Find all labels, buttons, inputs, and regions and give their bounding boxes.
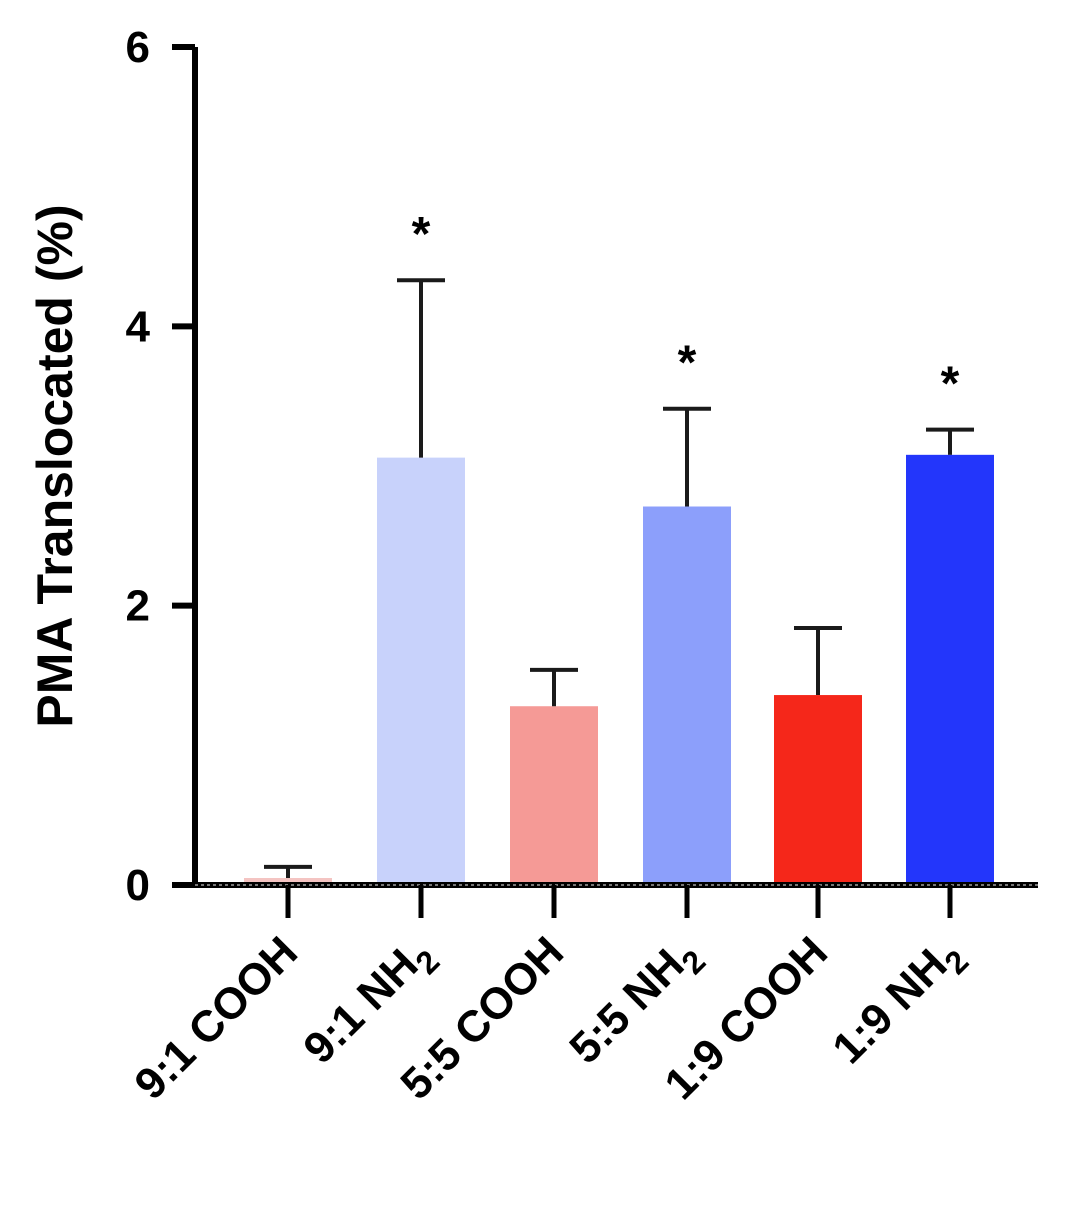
significance-marker: *	[412, 208, 431, 261]
x-category-label: 1:9 NH2	[823, 927, 975, 1079]
x-category-label: 9:1 COOH	[125, 927, 307, 1109]
x-category-base: COOH	[179, 927, 307, 1055]
bar	[643, 506, 731, 885]
significance-marker: *	[941, 358, 960, 411]
y-tick-label: 6	[126, 23, 150, 72]
bar	[377, 457, 465, 885]
x-category-base: COOH	[445, 927, 573, 1055]
y-axis-title: PMA Translocated (%)	[27, 204, 83, 727]
y-tick-label: 0	[126, 861, 150, 910]
bar	[244, 878, 332, 885]
y-tick-label: 2	[126, 582, 150, 631]
significance-marker: *	[678, 337, 697, 390]
y-tick-label: 4	[126, 302, 151, 351]
bar	[510, 706, 598, 885]
bar	[906, 454, 994, 885]
x-category-base: COOH	[709, 927, 837, 1055]
bar	[774, 695, 862, 885]
